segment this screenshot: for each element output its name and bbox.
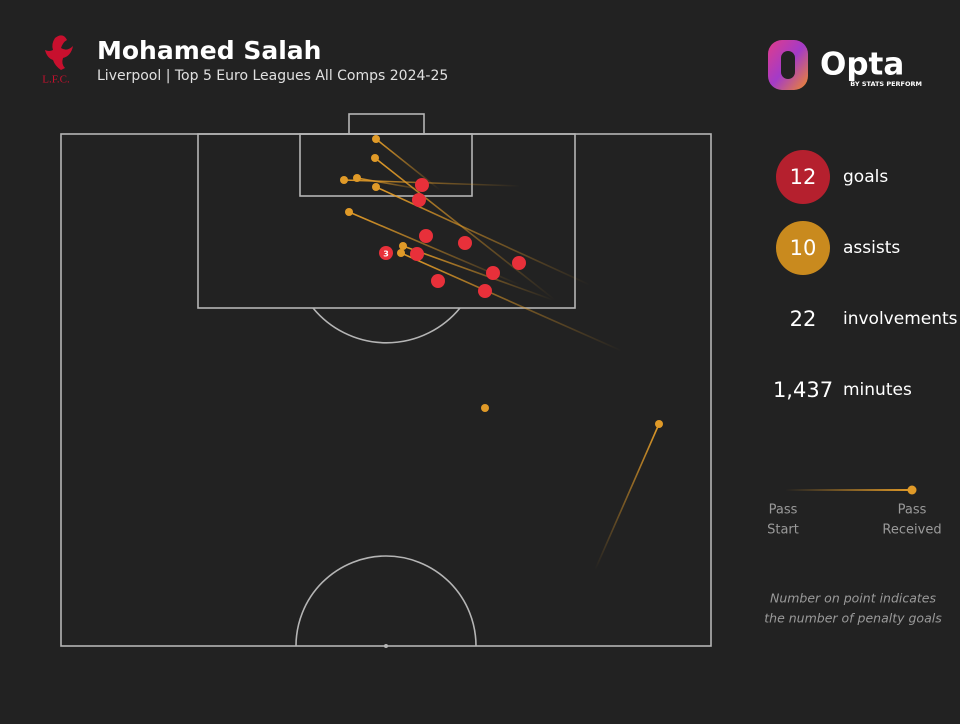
stat-label: involvements (843, 309, 958, 329)
assists (340, 135, 663, 571)
legend-start: Pass (769, 503, 798, 518)
title: Mohamed Salah (97, 36, 321, 65)
legend-line (785, 489, 912, 491)
pass-line (594, 423, 660, 571)
assist-point (353, 174, 361, 182)
assist-point (399, 242, 407, 250)
stat-label: goals (843, 167, 888, 187)
legend-end: Received (882, 523, 941, 538)
penalty-count: 3 (383, 250, 389, 259)
legend-dot (907, 485, 917, 495)
assist-point (372, 135, 380, 143)
goal (415, 178, 429, 192)
goal (512, 256, 526, 270)
goal (410, 247, 424, 261)
assist-point (655, 420, 663, 428)
stat-value: 22 (790, 307, 817, 331)
stats: 12 goals 10 assists 22 involvements 1,437 minut… (773, 165, 958, 402)
assist-point (345, 208, 353, 216)
goal (458, 236, 472, 250)
note: Number on point indicates (770, 591, 937, 606)
assists-badge (776, 221, 830, 275)
goal (419, 229, 433, 243)
brand-logo: Opta BY STATS PERFORM (768, 40, 922, 90)
stat-label: assists (843, 238, 900, 258)
goals-badge (776, 150, 830, 204)
legend-end: Pass (898, 503, 927, 518)
goal (478, 284, 492, 298)
stat-label: minutes (843, 380, 912, 400)
assist-point (340, 176, 348, 184)
pitch (60, 113, 712, 648)
note: the number of penalty goals (764, 611, 942, 626)
assist-point (372, 183, 380, 191)
goals: 3 (379, 178, 526, 298)
goal (431, 274, 445, 288)
club-logo: L.F.C. (42, 35, 73, 86)
goal (412, 193, 426, 207)
pass-line (375, 186, 591, 286)
stat-value: 10 (790, 236, 817, 260)
stat-value: 1,437 (773, 378, 833, 402)
legend-start: Start (767, 523, 799, 538)
stat-value: 12 (790, 165, 817, 189)
pass-line (375, 138, 441, 191)
goal (486, 266, 500, 280)
pass-line (400, 252, 623, 352)
pass-line (356, 177, 426, 191)
assist-point (481, 404, 489, 412)
assist-point (397, 249, 405, 257)
assist-point (371, 154, 379, 162)
brand: Opta (820, 47, 904, 83)
club-text: L.F.C. (42, 74, 70, 86)
pass-line (402, 245, 554, 301)
subtitle: Liverpool | Top 5 Euro Leagues All Comps… (97, 68, 448, 84)
brand-sub: BY STATS PERFORM (850, 80, 922, 88)
pass-line (374, 157, 556, 301)
penalty-goal (379, 246, 393, 260)
